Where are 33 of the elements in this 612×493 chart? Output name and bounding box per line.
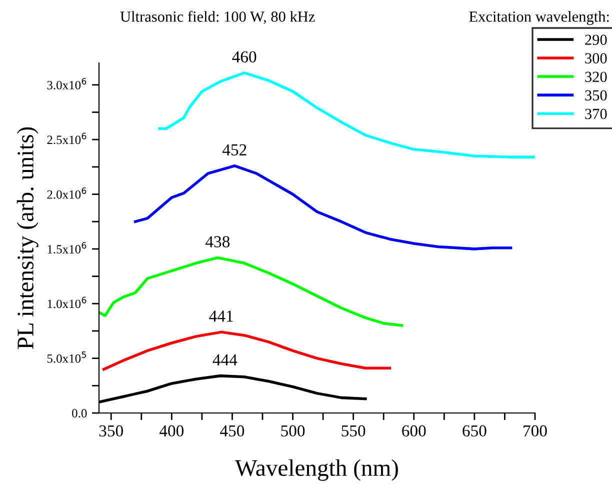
- x-axis-title: Wavelength (nm): [235, 459, 398, 481]
- x-tick-label: 700: [524, 425, 547, 437]
- x-tick-label: 650: [462, 425, 486, 437]
- annotation: 441: [209, 310, 233, 322]
- line-series: [99, 256, 404, 327]
- x-tick-label: 500: [281, 425, 305, 437]
- annotation: 460: [232, 51, 256, 63]
- legend-label: 290: [585, 34, 607, 45]
- legend-label: 300: [585, 53, 607, 64]
- x-tick-label: 450: [220, 425, 244, 437]
- x-tick-label: 550: [342, 425, 366, 437]
- y-tick-label: 2.5x10$^{6}$: [47, 132, 86, 144]
- x-tick-label: 600: [402, 425, 426, 437]
- legend-title: Excitation wavelength:: [469, 11, 609, 25]
- line-series: [134, 164, 512, 250]
- annotation: 452: [222, 144, 246, 156]
- y-tick-label: 2.0x10$^{6}$: [47, 187, 86, 199]
- legend-label: 370: [585, 108, 607, 120]
- y-tick-label: 5.0x10$^{5}$: [47, 351, 86, 363]
- y-tick-label: 1.0x10$^{6}$: [48, 296, 86, 308]
- line-series: [102, 330, 392, 371]
- x-tick-label: 350: [99, 425, 123, 437]
- line-series: [158, 71, 535, 158]
- y-axis-title: PL intensity (arb. units): [16, 127, 38, 350]
- annotation: 438: [206, 236, 230, 248]
- x-tick-label: 400: [159, 425, 184, 437]
- text: Ultrasonic field: 100 W, 80 kHz: [120, 10, 315, 24]
- y-tick-label: 0.0: [72, 409, 87, 418]
- legend-label: 350: [585, 90, 607, 101]
- y-tick-label: 3.0x10$^{6}$: [47, 78, 86, 90]
- y-tick-label: 1.5x10$^{6}$: [48, 242, 86, 254]
- annotation: 444: [212, 354, 238, 366]
- legend-label: 320: [585, 72, 607, 82]
